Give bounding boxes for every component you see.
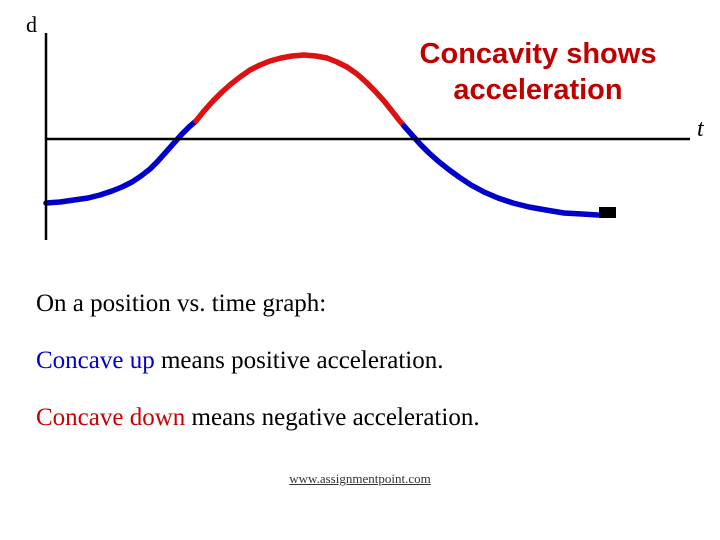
concave-down-text: means negative acceleration. xyxy=(185,404,480,431)
slide-title-line2: acceleration xyxy=(453,74,623,106)
curve-endpoint-marker xyxy=(599,207,616,218)
body-line-intro: On a position vs. time graph: xyxy=(36,290,327,317)
footer-link[interactable]: www.assignmentpoint.com xyxy=(289,471,431,486)
concave-up-text: means positive acceleration. xyxy=(154,347,444,374)
slide-title: Concavity shows acceleration xyxy=(368,36,708,108)
x-axis-label: t xyxy=(697,116,704,142)
y-axis-label: d xyxy=(26,12,37,37)
curve-middle-concave-down xyxy=(193,52,407,129)
slide-title-line1: Concavity shows xyxy=(419,38,657,70)
body-line-concave-down: Concave down means negative acceleration… xyxy=(36,404,480,432)
body-line-concave-up: Concave up means positive acceleration. xyxy=(36,347,444,375)
concave-up-label: Concave up xyxy=(36,347,155,374)
curve-right-concave-up xyxy=(401,123,601,218)
concave-down-label: Concave down xyxy=(36,404,186,431)
footer: www.assignmentpoint.com xyxy=(0,470,720,488)
curve-left-concave-up xyxy=(43,118,199,206)
position-time-graph xyxy=(43,33,690,240)
